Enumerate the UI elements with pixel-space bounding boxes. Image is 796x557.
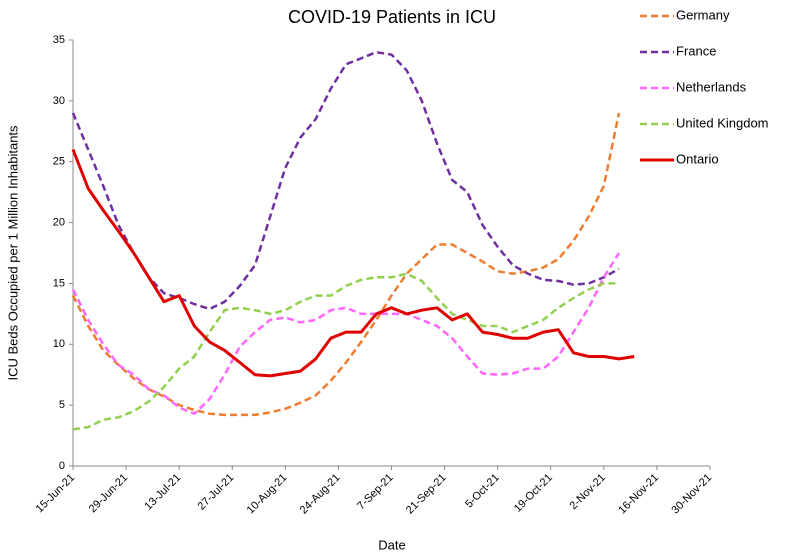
- series-line: [72, 272, 619, 431]
- legend-label: Netherlands: [676, 79, 747, 94]
- x-tick-label: 15-Jun-21: [34, 472, 78, 516]
- x-tick-label: 21-Sep-21: [404, 472, 449, 517]
- x-tick-label: 30-Nov-21: [669, 472, 714, 517]
- y-tick-label: 20: [53, 216, 65, 228]
- x-tick-label: 13-Jul-21: [142, 472, 183, 513]
- x-tick-label: 24-Aug-21: [298, 472, 343, 517]
- legend-label: Ontario: [676, 151, 719, 166]
- x-tick-label: 2-Nov-21: [568, 472, 608, 512]
- x-axis-title: Date: [378, 537, 405, 552]
- x-tick-label: 10-Aug-21: [245, 472, 290, 517]
- legend-label: United Kingdom: [676, 115, 769, 130]
- chart-title: COVID-19 Patients in ICU: [288, 7, 496, 27]
- series-line: [71, 112, 621, 417]
- y-tick-label: 15: [53, 277, 65, 289]
- y-tick-label: 30: [53, 95, 65, 107]
- x-tick-label: 19-Oct-21: [512, 472, 555, 515]
- x-tick-label: 7-Sep-21: [355, 472, 395, 512]
- y-tick-label: 5: [59, 399, 65, 411]
- legend-label: France: [676, 43, 716, 58]
- x-tick-label: 29-Jun-21: [87, 472, 131, 516]
- y-tick-label: 0: [59, 460, 65, 472]
- y-tick-label: 25: [53, 156, 65, 168]
- y-tick-label: 10: [53, 338, 65, 350]
- x-tick-label: 27-Jul-21: [196, 472, 237, 513]
- y-axis-title: ICU Beds Occupied per 1 Million Inhabita…: [5, 125, 20, 381]
- x-tick-label: 5-Oct-21: [463, 472, 502, 511]
- series-line: [71, 148, 635, 378]
- y-tick-label: 35: [53, 34, 65, 46]
- series-line: [71, 50, 620, 311]
- x-tick-label: 16-Nov-21: [616, 472, 661, 517]
- legend-label: Germany: [676, 7, 730, 22]
- series-line: [71, 252, 621, 415]
